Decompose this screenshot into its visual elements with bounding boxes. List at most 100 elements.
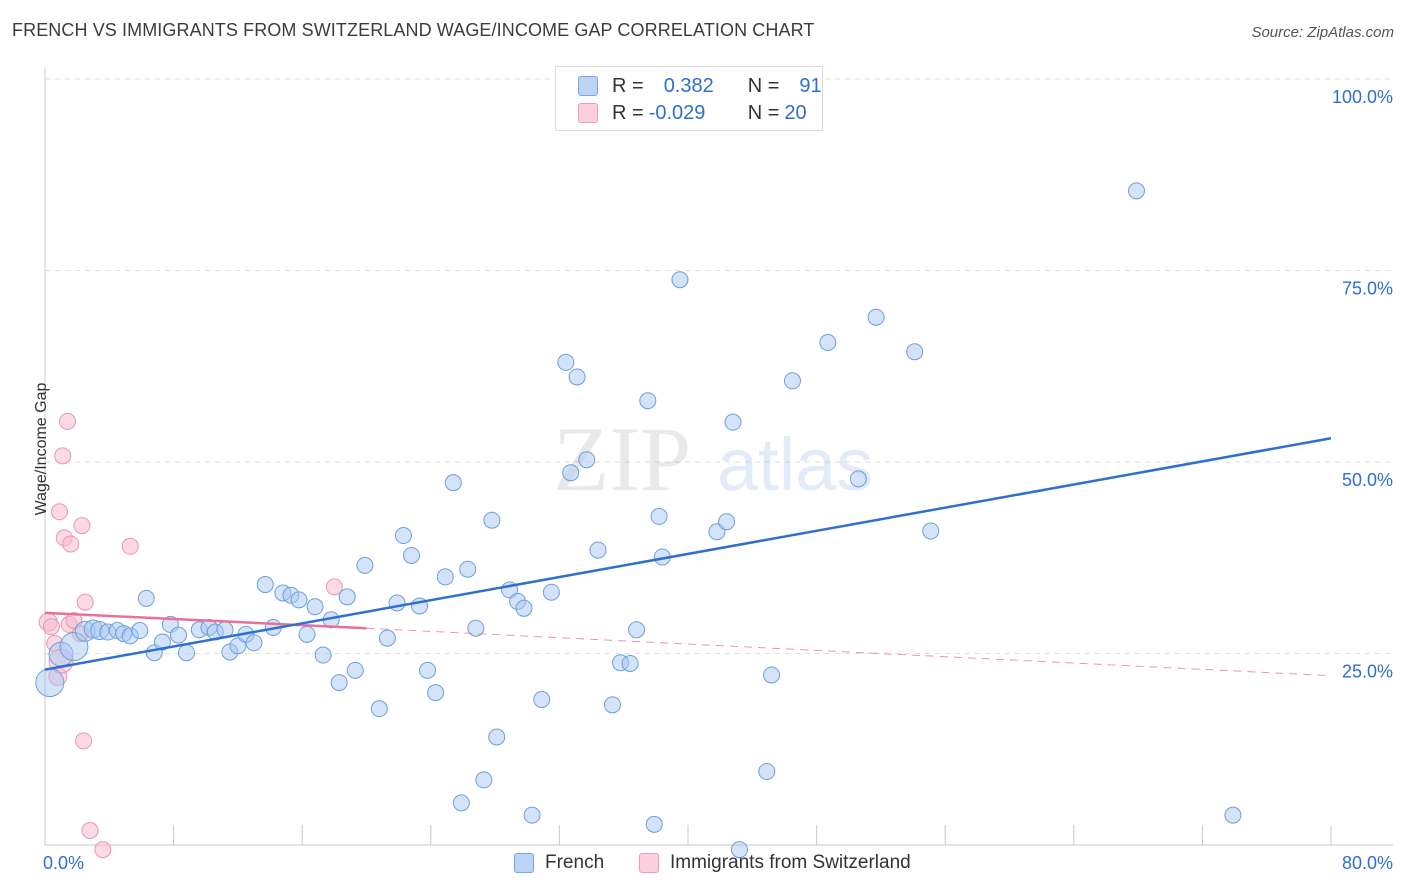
french-point bbox=[346, 661, 364, 679]
french-point bbox=[724, 413, 742, 431]
legend-n-label: N = bbox=[747, 101, 780, 124]
tick-labels: 100.0% 75.0% 50.0% 25.0% 0.0% 80.0% bbox=[43, 87, 1393, 873]
swiss-point bbox=[59, 412, 77, 430]
french-point bbox=[621, 654, 639, 672]
trend-lines bbox=[44, 437, 1332, 677]
french-point bbox=[578, 451, 596, 469]
french-point bbox=[628, 621, 646, 639]
french-point bbox=[256, 576, 274, 594]
legend-row-french: R = 0.382 N = 91 bbox=[578, 73, 822, 99]
legend-label-french: French bbox=[545, 852, 605, 873]
watermark-atlas: atlas bbox=[717, 423, 873, 506]
swiss-point bbox=[62, 535, 80, 553]
legend-r-value: -0.029 bbox=[648, 101, 706, 124]
french-point bbox=[1127, 182, 1145, 200]
series-french-points bbox=[35, 182, 1242, 859]
swiss-trend-line bbox=[44, 611, 367, 630]
french-point bbox=[356, 556, 374, 574]
swiss-point bbox=[94, 841, 112, 859]
french-point bbox=[35, 668, 65, 698]
legend-r-value: 0.382 bbox=[663, 74, 714, 97]
y-tick-label: 25.0% bbox=[1342, 662, 1393, 682]
french-point bbox=[488, 728, 506, 746]
french-point bbox=[388, 594, 406, 612]
french-point bbox=[542, 583, 560, 601]
french-point bbox=[229, 637, 247, 655]
watermark: ZIP atlas bbox=[553, 408, 873, 510]
y-tick-label: 75.0% bbox=[1342, 279, 1393, 299]
stats-legend: R = 0.382 N = 91 R = -0.029 N = 20 bbox=[555, 66, 823, 131]
french-point bbox=[483, 511, 501, 529]
french-point bbox=[763, 666, 781, 684]
french-point bbox=[290, 591, 308, 609]
french-point bbox=[378, 629, 396, 647]
french-point bbox=[419, 661, 437, 679]
french-point bbox=[819, 334, 837, 352]
legend-n-value: 20 bbox=[784, 101, 807, 124]
french-point bbox=[849, 470, 867, 488]
french-point bbox=[137, 589, 155, 607]
french-point bbox=[906, 343, 924, 361]
legend-swatch-swiss bbox=[639, 853, 659, 873]
swiss-point bbox=[54, 447, 72, 465]
x-tick-label: 0.0% bbox=[43, 853, 84, 873]
french-point bbox=[298, 625, 316, 643]
chart-title: FRENCH VS IMMIGRANTS FROM SWITZERLAND WA… bbox=[12, 20, 815, 40]
french-point bbox=[338, 588, 356, 606]
legend-item-swiss: Immigrants from Switzerland bbox=[639, 852, 911, 874]
french-point bbox=[562, 464, 580, 482]
swiss-point bbox=[73, 517, 91, 535]
french-trend-line bbox=[44, 437, 1332, 671]
french-point bbox=[403, 546, 421, 564]
legend-row-swiss: R = -0.029 N = 20 bbox=[578, 100, 807, 126]
legend-swatch-french bbox=[578, 76, 598, 96]
french-point bbox=[533, 690, 551, 708]
y-tick-label: 50.0% bbox=[1342, 470, 1393, 490]
swiss-point bbox=[325, 578, 343, 596]
french-point bbox=[557, 353, 575, 371]
french-point bbox=[459, 560, 477, 578]
legend-n-label: N = bbox=[747, 74, 780, 97]
y-axis-label: Wage/Income Gap bbox=[33, 382, 50, 516]
french-point bbox=[394, 527, 412, 545]
french-point bbox=[730, 841, 748, 859]
swiss-point bbox=[121, 537, 139, 555]
swiss-point bbox=[76, 593, 94, 611]
legend-n-value: 91 bbox=[799, 74, 822, 97]
french-point bbox=[718, 513, 736, 531]
french-point bbox=[370, 700, 388, 718]
french-point bbox=[1224, 806, 1242, 824]
swiss-point bbox=[75, 732, 93, 750]
french-point bbox=[169, 626, 187, 644]
legend-r-label: R = bbox=[612, 101, 644, 124]
french-point bbox=[671, 271, 689, 289]
french-point bbox=[444, 474, 462, 492]
french-point bbox=[589, 541, 607, 559]
swiss-trend-extension bbox=[366, 627, 1332, 677]
french-point bbox=[452, 794, 470, 812]
french-point bbox=[568, 368, 586, 386]
french-point bbox=[603, 696, 621, 714]
french-point bbox=[867, 308, 885, 326]
legend-swatch-swiss bbox=[578, 103, 598, 123]
french-point bbox=[922, 522, 940, 540]
legend-r-label: R = bbox=[612, 74, 644, 97]
legend-label-swiss: Immigrants from Switzerland bbox=[670, 852, 911, 873]
french-point bbox=[131, 622, 149, 640]
french-point bbox=[639, 392, 657, 410]
french-point bbox=[330, 674, 348, 692]
french-point bbox=[427, 684, 445, 702]
french-point bbox=[467, 619, 485, 637]
source-label: Source: ZipAtlas.com bbox=[1251, 24, 1394, 41]
french-point bbox=[306, 598, 324, 616]
french-point bbox=[645, 815, 663, 833]
french-point bbox=[758, 762, 776, 780]
french-point bbox=[650, 507, 668, 525]
swiss-point bbox=[42, 618, 60, 636]
french-point bbox=[177, 644, 195, 662]
french-point bbox=[314, 646, 332, 664]
french-point bbox=[523, 806, 541, 824]
french-point bbox=[153, 633, 171, 651]
legend-item-french: French bbox=[514, 852, 604, 874]
